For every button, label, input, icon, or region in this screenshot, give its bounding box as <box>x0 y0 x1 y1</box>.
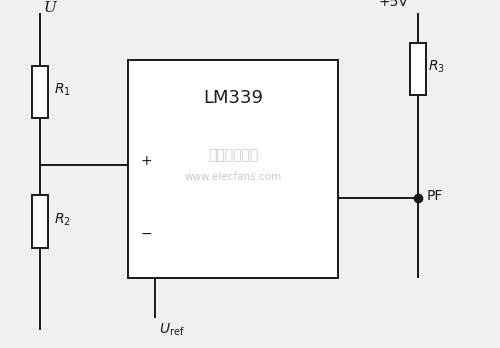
Bar <box>410 43 426 95</box>
Text: −: − <box>140 227 152 241</box>
Text: www.elecfans.com: www.elecfans.com <box>184 172 282 182</box>
Text: $R_3$: $R_3$ <box>428 59 445 75</box>
Text: +5V: +5V <box>378 0 408 9</box>
Text: $R_1$: $R_1$ <box>54 82 71 98</box>
Text: U: U <box>44 1 57 15</box>
Text: $U_{\mathrm{ref}}$: $U_{\mathrm{ref}}$ <box>159 322 184 338</box>
Bar <box>32 66 48 118</box>
Text: PF: PF <box>427 189 444 203</box>
Text: +: + <box>140 154 152 168</box>
Text: $R_2$: $R_2$ <box>54 211 71 228</box>
Text: 电子友流友网: 电子友流友网 <box>208 148 258 162</box>
Text: LM339: LM339 <box>203 89 263 107</box>
Bar <box>128 60 338 278</box>
Bar <box>32 195 48 248</box>
